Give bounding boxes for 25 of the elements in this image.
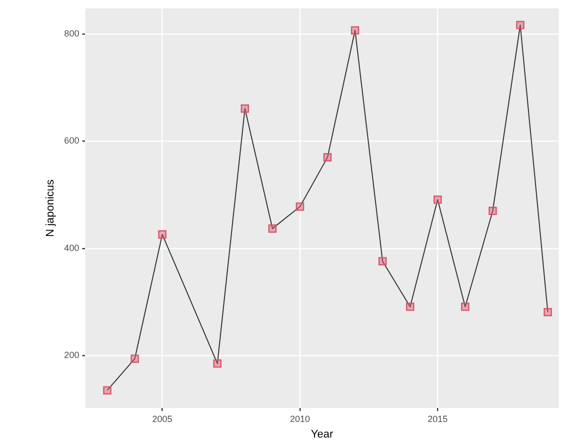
point xyxy=(488,206,497,216)
point xyxy=(323,153,332,162)
point xyxy=(296,202,304,211)
y-axis-title: N japonicus xyxy=(44,178,57,237)
point xyxy=(130,354,139,363)
point xyxy=(268,224,277,233)
y-tick-label: 200 xyxy=(64,350,80,360)
point xyxy=(434,195,442,204)
y-tick-label: 600 xyxy=(64,136,80,146)
x-axis-title: Year xyxy=(310,428,334,440)
y-tick-label: 400 xyxy=(64,242,80,253)
point xyxy=(406,302,414,311)
point xyxy=(516,20,524,30)
point xyxy=(461,302,470,311)
point xyxy=(240,104,250,113)
point xyxy=(544,308,552,316)
point xyxy=(158,230,166,239)
point xyxy=(350,26,360,34)
point xyxy=(378,257,387,266)
x-tick-label: 2010 xyxy=(290,414,310,424)
point xyxy=(213,359,222,368)
x-tick-label: 2005 xyxy=(152,414,172,424)
x-tick-label: 2015 xyxy=(428,414,448,424)
point xyxy=(103,386,112,394)
y-tick-label: 800 xyxy=(64,28,80,39)
